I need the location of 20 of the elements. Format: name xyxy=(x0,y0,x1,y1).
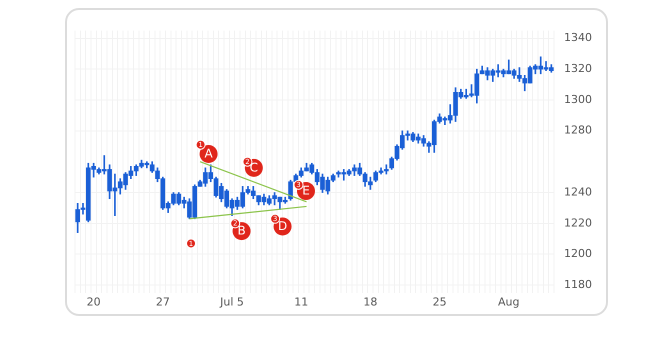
y-tick-label: 1180 xyxy=(564,278,592,291)
x-tick-label: 11 xyxy=(294,295,308,308)
y-tick-label: 1300 xyxy=(564,92,592,106)
annotation: B xyxy=(237,224,246,238)
x-tick-label: Jul 5 xyxy=(219,295,244,308)
annotation: C xyxy=(250,160,258,174)
y-tick-label: 1280 xyxy=(564,124,592,137)
y-tick-label: 1320 xyxy=(564,62,592,76)
y-tick-label: 1340 xyxy=(564,31,592,44)
x-tick-label: 18 xyxy=(363,295,378,308)
y-tick-label: 1220 xyxy=(564,216,592,230)
x-tick-label: Aug xyxy=(498,295,520,308)
x-tick-label: 25 xyxy=(432,295,447,308)
y-tick-label: 1240 xyxy=(564,185,592,198)
x-tick-label: 27 xyxy=(156,295,170,308)
y-tick-label: 1200 xyxy=(564,247,592,260)
annotation: A xyxy=(204,146,214,161)
annotation: E xyxy=(302,184,310,198)
annotation: D xyxy=(278,219,288,234)
x-tick-label: 20 xyxy=(86,295,101,308)
